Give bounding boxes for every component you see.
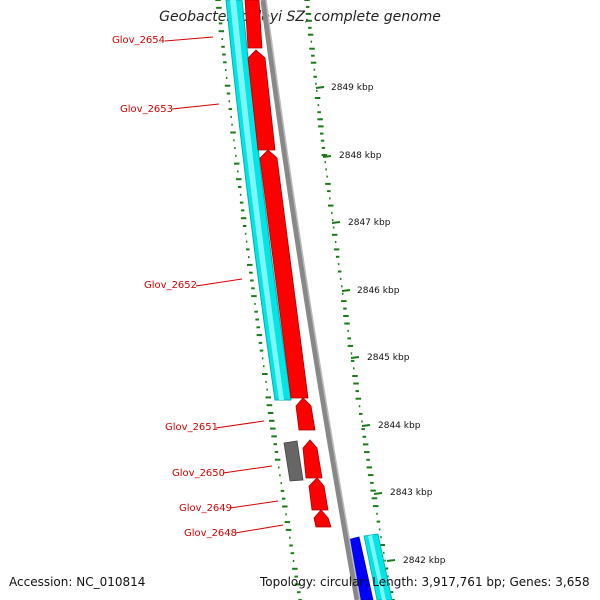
kbp-tick-2847: [331, 221, 341, 224]
kbp-label-2843: 2843 kbp: [390, 488, 433, 498]
leader-glov-2653: [171, 103, 220, 110]
gene-arrow-glov-2650-fwd: [302, 439, 323, 479]
gene-arrow-glov-2654: [244, 0, 263, 49]
gene-arrow-glov-2653: [247, 49, 276, 151]
kbp-label-2842: 2842 kbp: [403, 556, 446, 566]
kbp-label-2846: 2846 kbp: [357, 286, 400, 296]
genome-summary: Topology: circular; Length: 3,917,761 bp…: [260, 575, 590, 589]
leader-glov-2649: [229, 500, 279, 509]
reverse-cds-bottom-highlight: [368, 535, 386, 600]
kbp-label-2844: 2844 kbp: [378, 421, 421, 431]
leader-glov-2648: [234, 524, 284, 534]
kbp-tick-2842: [386, 559, 396, 562]
kbp-tick-2848: [322, 155, 332, 158]
gene-label-glov-2652: Glov_2652: [144, 280, 197, 291]
gc-track-outer: [304, 0, 395, 600]
kbp-tick-2849: [315, 86, 325, 89]
kbp-label-2848: 2848 kbp: [339, 151, 382, 161]
kbp-tick-2844: [361, 424, 371, 427]
kbp-tick-2843: [373, 492, 383, 495]
kbp-tick-2845: [350, 356, 360, 359]
gene-arrow-glov-2648: [313, 509, 332, 528]
reverse-cds-band-highlight: [230, 0, 284, 400]
gene-arrow-glov-2652: [259, 149, 309, 399]
gene-label-glov-2653: Glov_2653: [120, 104, 173, 115]
genome-backbone: [260, 0, 360, 600]
leader-glov-2652: [195, 278, 243, 287]
gene-label-glov-2650: Glov_2650: [172, 468, 225, 479]
gene-label-glov-2651: Glov_2651: [165, 422, 218, 433]
gene-label-glov-2649: Glov_2649: [179, 503, 232, 514]
gene-arrow-glov-2649: [308, 477, 329, 511]
kbp-tick-2846: [341, 289, 351, 292]
gene-arrow-glov-2651: [295, 397, 316, 431]
kbp-label-2847: 2847 kbp: [348, 218, 391, 228]
gene-label-glov-2648: Glov_2648: [184, 528, 237, 539]
kbp-label-2849: 2849 kbp: [331, 83, 374, 93]
gc-track-inner: [215, 0, 302, 600]
leader-glov-2650: [222, 465, 273, 474]
accession-label: Accession: NC_010814: [9, 575, 146, 589]
gene-block-glov-2650: [283, 440, 304, 482]
gene-label-glov-2654: Glov_2654: [112, 35, 165, 46]
leader-glov-2651: [215, 420, 265, 429]
kbp-label-2845: 2845 kbp: [367, 353, 410, 363]
leader-glov-2654: [164, 36, 214, 42]
genome-backbone-shadow: [265, 0, 361, 600]
